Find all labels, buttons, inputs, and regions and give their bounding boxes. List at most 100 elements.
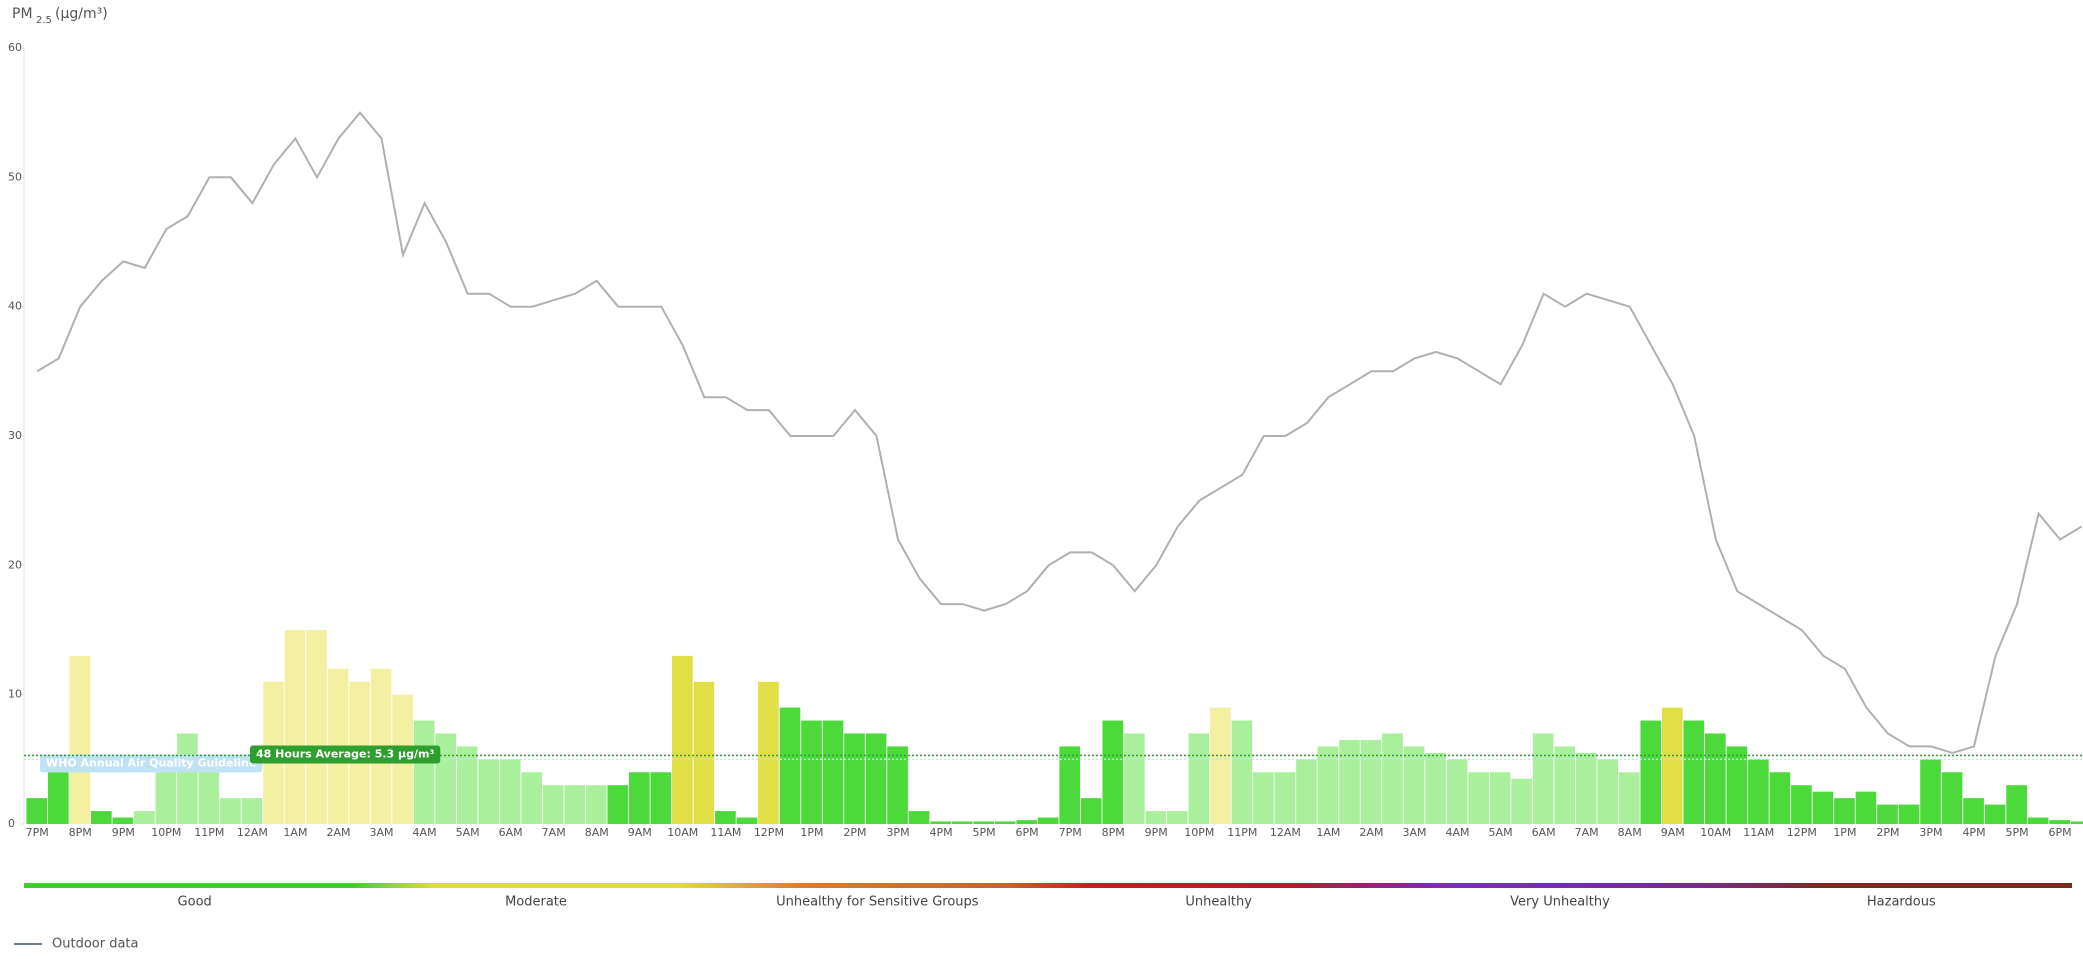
bar (456, 746, 478, 824)
bar (973, 821, 994, 824)
bar (672, 655, 693, 824)
bar (1920, 759, 1941, 824)
bar (1468, 772, 1489, 824)
x-tick-label: 9AM (1661, 826, 1685, 839)
bar (801, 720, 822, 824)
bar (822, 720, 844, 824)
bar (1382, 733, 1403, 824)
bar (1812, 791, 1834, 824)
bar (2049, 820, 2070, 824)
bar (1360, 739, 1382, 824)
bar (1511, 778, 1532, 824)
x-tick-label: 7PM (1059, 826, 1082, 839)
bar (155, 772, 177, 824)
x-tick-label: 9PM (112, 826, 135, 839)
reference-label: WHO Annual Air Quality Guideline (46, 756, 256, 769)
bar (1748, 759, 1769, 824)
bar (951, 821, 973, 824)
bar (1984, 804, 2006, 824)
aqi-scale-bar (24, 883, 2072, 888)
x-tick-label: 10PM (1184, 826, 1214, 839)
x-tick-label: 8AM (1618, 826, 1642, 839)
bar (1274, 772, 1296, 824)
x-tick-label: 1PM (800, 826, 823, 839)
y-tick-label: 40 (8, 300, 22, 313)
bar (1123, 733, 1145, 824)
y-tick-label: 10 (8, 688, 22, 701)
x-tick-label: 6PM (2049, 826, 2072, 839)
bar (2006, 785, 2027, 824)
x-tick-label: 12AM (237, 826, 268, 839)
bar (1059, 746, 1081, 824)
x-tick-label: 10AM (1700, 826, 1731, 839)
bar (1080, 798, 1102, 824)
bar (564, 785, 586, 824)
bar (542, 785, 564, 824)
bar (693, 681, 715, 824)
bar (1102, 720, 1124, 824)
x-tick-label: 11AM (1743, 826, 1774, 839)
y-tick-label: 0 (8, 817, 15, 830)
y-axis-title-sub: 2.5 (36, 15, 52, 26)
x-tick-label: 8PM (69, 826, 92, 839)
x-tick-label: 9AM (628, 826, 652, 839)
bar (1791, 785, 1812, 824)
bar (1618, 772, 1640, 824)
x-tick-label: 7PM (26, 826, 49, 839)
x-tick-label: 12PM (1787, 826, 1817, 839)
bar (1855, 791, 1877, 824)
bar (198, 772, 220, 824)
x-tick-label: 1AM (1316, 826, 1340, 839)
bar (758, 681, 779, 824)
aqi-scale-label: Unhealthy for Sensitive Groups (776, 895, 979, 910)
x-tick-label: 7AM (1575, 826, 1599, 839)
x-tick-label: 8AM (585, 826, 609, 839)
legend-label: Outdoor data (52, 937, 139, 952)
line (36, 111, 2083, 754)
bar (26, 798, 48, 824)
x-tick-label: 2PM (843, 826, 866, 839)
bar (1726, 746, 1748, 824)
bar (1210, 707, 1231, 824)
bar (284, 630, 306, 824)
x-tick-label: 4AM (413, 826, 437, 839)
x-tick-label: 1PM (1833, 826, 1856, 839)
x-tick-label: 11AM (710, 826, 741, 839)
bar (1661, 707, 1683, 824)
y-tick-label: 20 (8, 558, 22, 571)
x-tick-label: 10PM (151, 826, 181, 839)
x-tick-label: 9PM (1145, 826, 1168, 839)
bar (1145, 811, 1167, 824)
x-tick-label: 5PM (973, 826, 996, 839)
x-tick-label: 2AM (1359, 826, 1383, 839)
x-tick-label: 4PM (929, 826, 952, 839)
x-tick-label: 5AM (1489, 826, 1513, 839)
bar (994, 821, 1016, 824)
bar (1683, 720, 1705, 824)
x-tick-label: 12AM (1270, 826, 1301, 839)
y-axis-title-unit: (µg/m³) (55, 6, 108, 22)
bar (1016, 820, 1038, 824)
bar (306, 630, 327, 824)
x-tick-label: 5PM (2005, 826, 2028, 839)
x-tick-label: 8PM (1102, 826, 1125, 839)
x-tick-label: 3AM (370, 826, 394, 839)
bar (908, 811, 930, 824)
bar (1705, 733, 1726, 824)
bar (607, 785, 629, 824)
bar (499, 759, 521, 824)
bar (1898, 804, 1920, 824)
bar (1489, 772, 1511, 824)
x-tick-label: 5AM (456, 826, 480, 839)
bar (715, 811, 736, 824)
bar (779, 707, 801, 824)
bar (1167, 811, 1188, 824)
x-tick-label: 4PM (1962, 826, 1985, 839)
bar (1037, 817, 1059, 824)
bar (1640, 720, 1662, 824)
x-tick-label: 1AM (283, 826, 307, 839)
bar (91, 811, 112, 824)
reference-label: 48 Hours Average: 5.3 µg/m³ (256, 747, 434, 760)
